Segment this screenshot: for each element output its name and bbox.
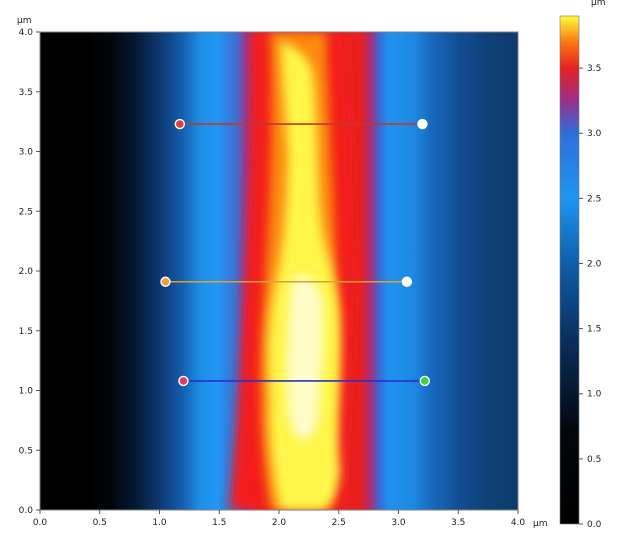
x-axis: 0.0 0.5 1.0 1.5 2.0 2.5 3.0 3.5 4.0	[33, 510, 526, 528]
y-tick-label: 0.5	[19, 446, 33, 456]
colorbar-tick-label: 0.0	[587, 520, 602, 530]
profile-lines	[160, 118, 430, 387]
colorbar[interactable]	[559, 15, 580, 525]
x-tick-label: 1.5	[212, 518, 226, 528]
y-tick-label: 1.5	[19, 327, 33, 337]
y-tick-label: 1.0	[19, 387, 34, 397]
colorbar-tick-label: 3.5	[587, 64, 601, 74]
x-axis-unit: µm	[533, 519, 548, 529]
profile-end-handle[interactable]	[401, 276, 413, 287]
y-tick-label: 3.0	[19, 148, 34, 158]
colorbar-tick-label: 2.5	[587, 194, 601, 204]
colorbar-tick-label: 2.0	[587, 259, 602, 269]
profile-end-handle[interactable]	[419, 375, 430, 387]
colorbar-tick-label: 1.0	[587, 390, 602, 400]
x-tick-label: 2.5	[332, 518, 346, 528]
colorbar-unit: µm	[591, 0, 606, 8]
y-axis-unit: µm	[17, 16, 32, 26]
y-tick-label: 2.5	[19, 207, 33, 217]
y-axis: 0.0 0.5 1.0 1.5 2.0 2.5 3.0 3.5 4.0	[19, 28, 40, 516]
ridge-bright-core	[286, 275, 324, 440]
x-tick-label: 3.5	[451, 518, 465, 528]
profile-start-handle[interactable]	[174, 118, 186, 130]
y-tick-label: 2.0	[19, 267, 34, 277]
x-tick-label: 1.0	[152, 518, 167, 528]
x-tick-label: 0.5	[93, 518, 107, 528]
y-tick-label: 0.0	[19, 506, 34, 516]
profile-end-handle[interactable]	[417, 118, 428, 130]
y-tick-label: 4.0	[19, 28, 34, 38]
x-tick-label: 0.0	[33, 518, 48, 528]
x-tick-label: 3.0	[391, 518, 406, 528]
colorbar-tick-label: 3.0	[587, 129, 602, 139]
y-tick-label: 3.5	[19, 88, 33, 98]
profile-start-handle[interactable]	[160, 276, 171, 287]
x-tick-label: 2.0	[272, 518, 287, 528]
colorbar-tick-label: 0.5	[587, 455, 601, 465]
colorbar-axis: 0.0 0.5 1.0 1.5 2.0 2.5 3.0 3.5	[579, 64, 602, 530]
x-tick-label: 4.0	[511, 518, 526, 528]
colorbar-tick-label: 1.5	[587, 325, 601, 335]
profile-start-handle[interactable]	[178, 375, 189, 387]
ridge-yellow-top	[268, 40, 341, 510]
